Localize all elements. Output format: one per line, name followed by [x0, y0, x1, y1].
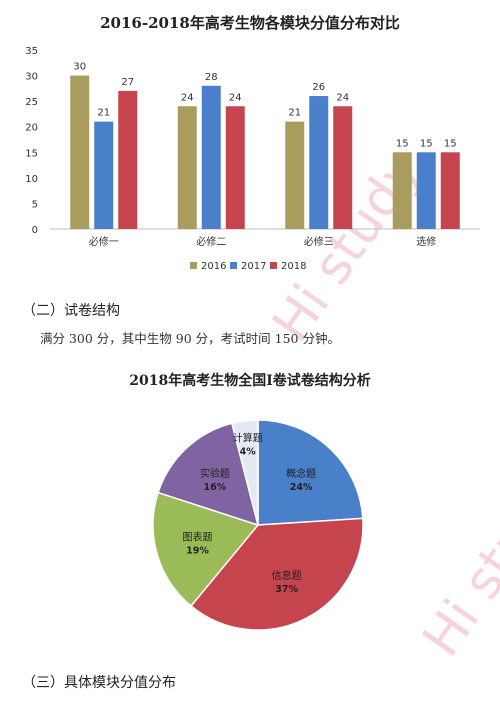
legend-label-2016: 2016 — [201, 261, 226, 272]
pie-slice-label: 图表题 — [183, 531, 213, 544]
bar-value-label: 24 — [336, 92, 349, 103]
bar-value-label: 15 — [444, 138, 457, 149]
bar-value-label: 30 — [73, 62, 86, 73]
pie-slice-概念题 — [257, 419, 364, 526]
bar-2018 — [333, 106, 353, 229]
bar-value-label: 26 — [312, 82, 325, 93]
bar-value-label: 15 — [396, 138, 409, 149]
pie-slice-pct: 24% — [290, 482, 313, 493]
y-tick-label: 15 — [25, 148, 38, 159]
bar-2016 — [177, 106, 197, 229]
y-tick-label: 25 — [25, 97, 38, 108]
bar-chart: 0 5 10 15 20 25 30 35 30 21 27 必修一 24 28 24 必修二 21 26 24 必修… — [25, 46, 480, 272]
exam-info-text: 满分 300 分，其中生物 90 分，考试时间 150 分钟。 — [40, 331, 340, 346]
x-tick-label: 选修 — [416, 235, 436, 248]
section-heading-modules: （三）具体模块分值分布 — [22, 675, 176, 691]
y-tick-label: 10 — [25, 174, 38, 185]
legend-swatch-2017 — [230, 262, 237, 269]
pie-slice-label: 概念题 — [286, 467, 316, 480]
pie-slice-pct: 4% — [240, 447, 257, 458]
pie-slice-label: 实验题 — [200, 467, 230, 480]
bar-value-label: 27 — [121, 77, 134, 88]
y-tick-label: 35 — [25, 46, 38, 57]
bar-2016 — [70, 75, 90, 229]
bar-2016 — [392, 152, 412, 229]
bar-2018 — [225, 106, 245, 229]
pie-slice-pct: 37% — [275, 584, 298, 595]
bar-value-label: 21 — [288, 108, 301, 119]
bar-value-label: 15 — [420, 138, 433, 149]
y-tick-label: 30 — [25, 72, 38, 83]
pie-slice-pct: 16% — [203, 482, 226, 493]
bar-value-label: 21 — [97, 108, 110, 119]
pie-slice-label: 信息题 — [272, 569, 302, 582]
pie-slice-实验题 — [157, 422, 260, 527]
y-tick-label: 0 — [32, 225, 38, 236]
bar-value-label: 24 — [181, 92, 194, 103]
legend-swatch-2016 — [190, 262, 197, 269]
pie-slice-label: 计算题 — [233, 432, 263, 445]
legend-label-2017: 2017 — [241, 261, 266, 272]
bar-2018 — [440, 152, 460, 229]
bar-value-label: 28 — [205, 72, 218, 83]
bar-2016 — [285, 121, 305, 229]
y-tick-label: 20 — [25, 123, 38, 134]
bar-value-label: 24 — [229, 92, 242, 103]
section-heading-structure: （二）试卷结构 — [22, 303, 120, 319]
bar-2017 — [309, 96, 329, 230]
x-tick-label: 必修一 — [89, 235, 119, 248]
bar-2017 — [416, 152, 436, 229]
pie-slice-图表题 — [152, 491, 260, 607]
legend-label-2018: 2018 — [281, 261, 306, 272]
pie-chart: 概念题 24% 信息题 37% 图表题 19% 实验题 16% 计算题 4% — [152, 419, 364, 631]
pie-slice-计算题 — [230, 419, 259, 526]
bar-2017 — [201, 85, 221, 229]
x-tick-label: 必修二 — [196, 235, 226, 248]
bar-chart-title: 2016-2018年高考生物各模块分值分布对比 — [100, 14, 400, 32]
pie-slice-pct: 19% — [186, 546, 209, 557]
x-tick-label: 必修三 — [304, 235, 334, 248]
pie-chart-title: 2018年高考生物全国Ⅰ卷试卷结构分析 — [129, 373, 371, 389]
bar-2018 — [118, 90, 138, 230]
bar-2017 — [94, 121, 114, 229]
pie-slice-信息题 — [190, 517, 364, 631]
y-tick-label: 5 — [32, 199, 38, 210]
legend-swatch-2018 — [270, 262, 277, 269]
